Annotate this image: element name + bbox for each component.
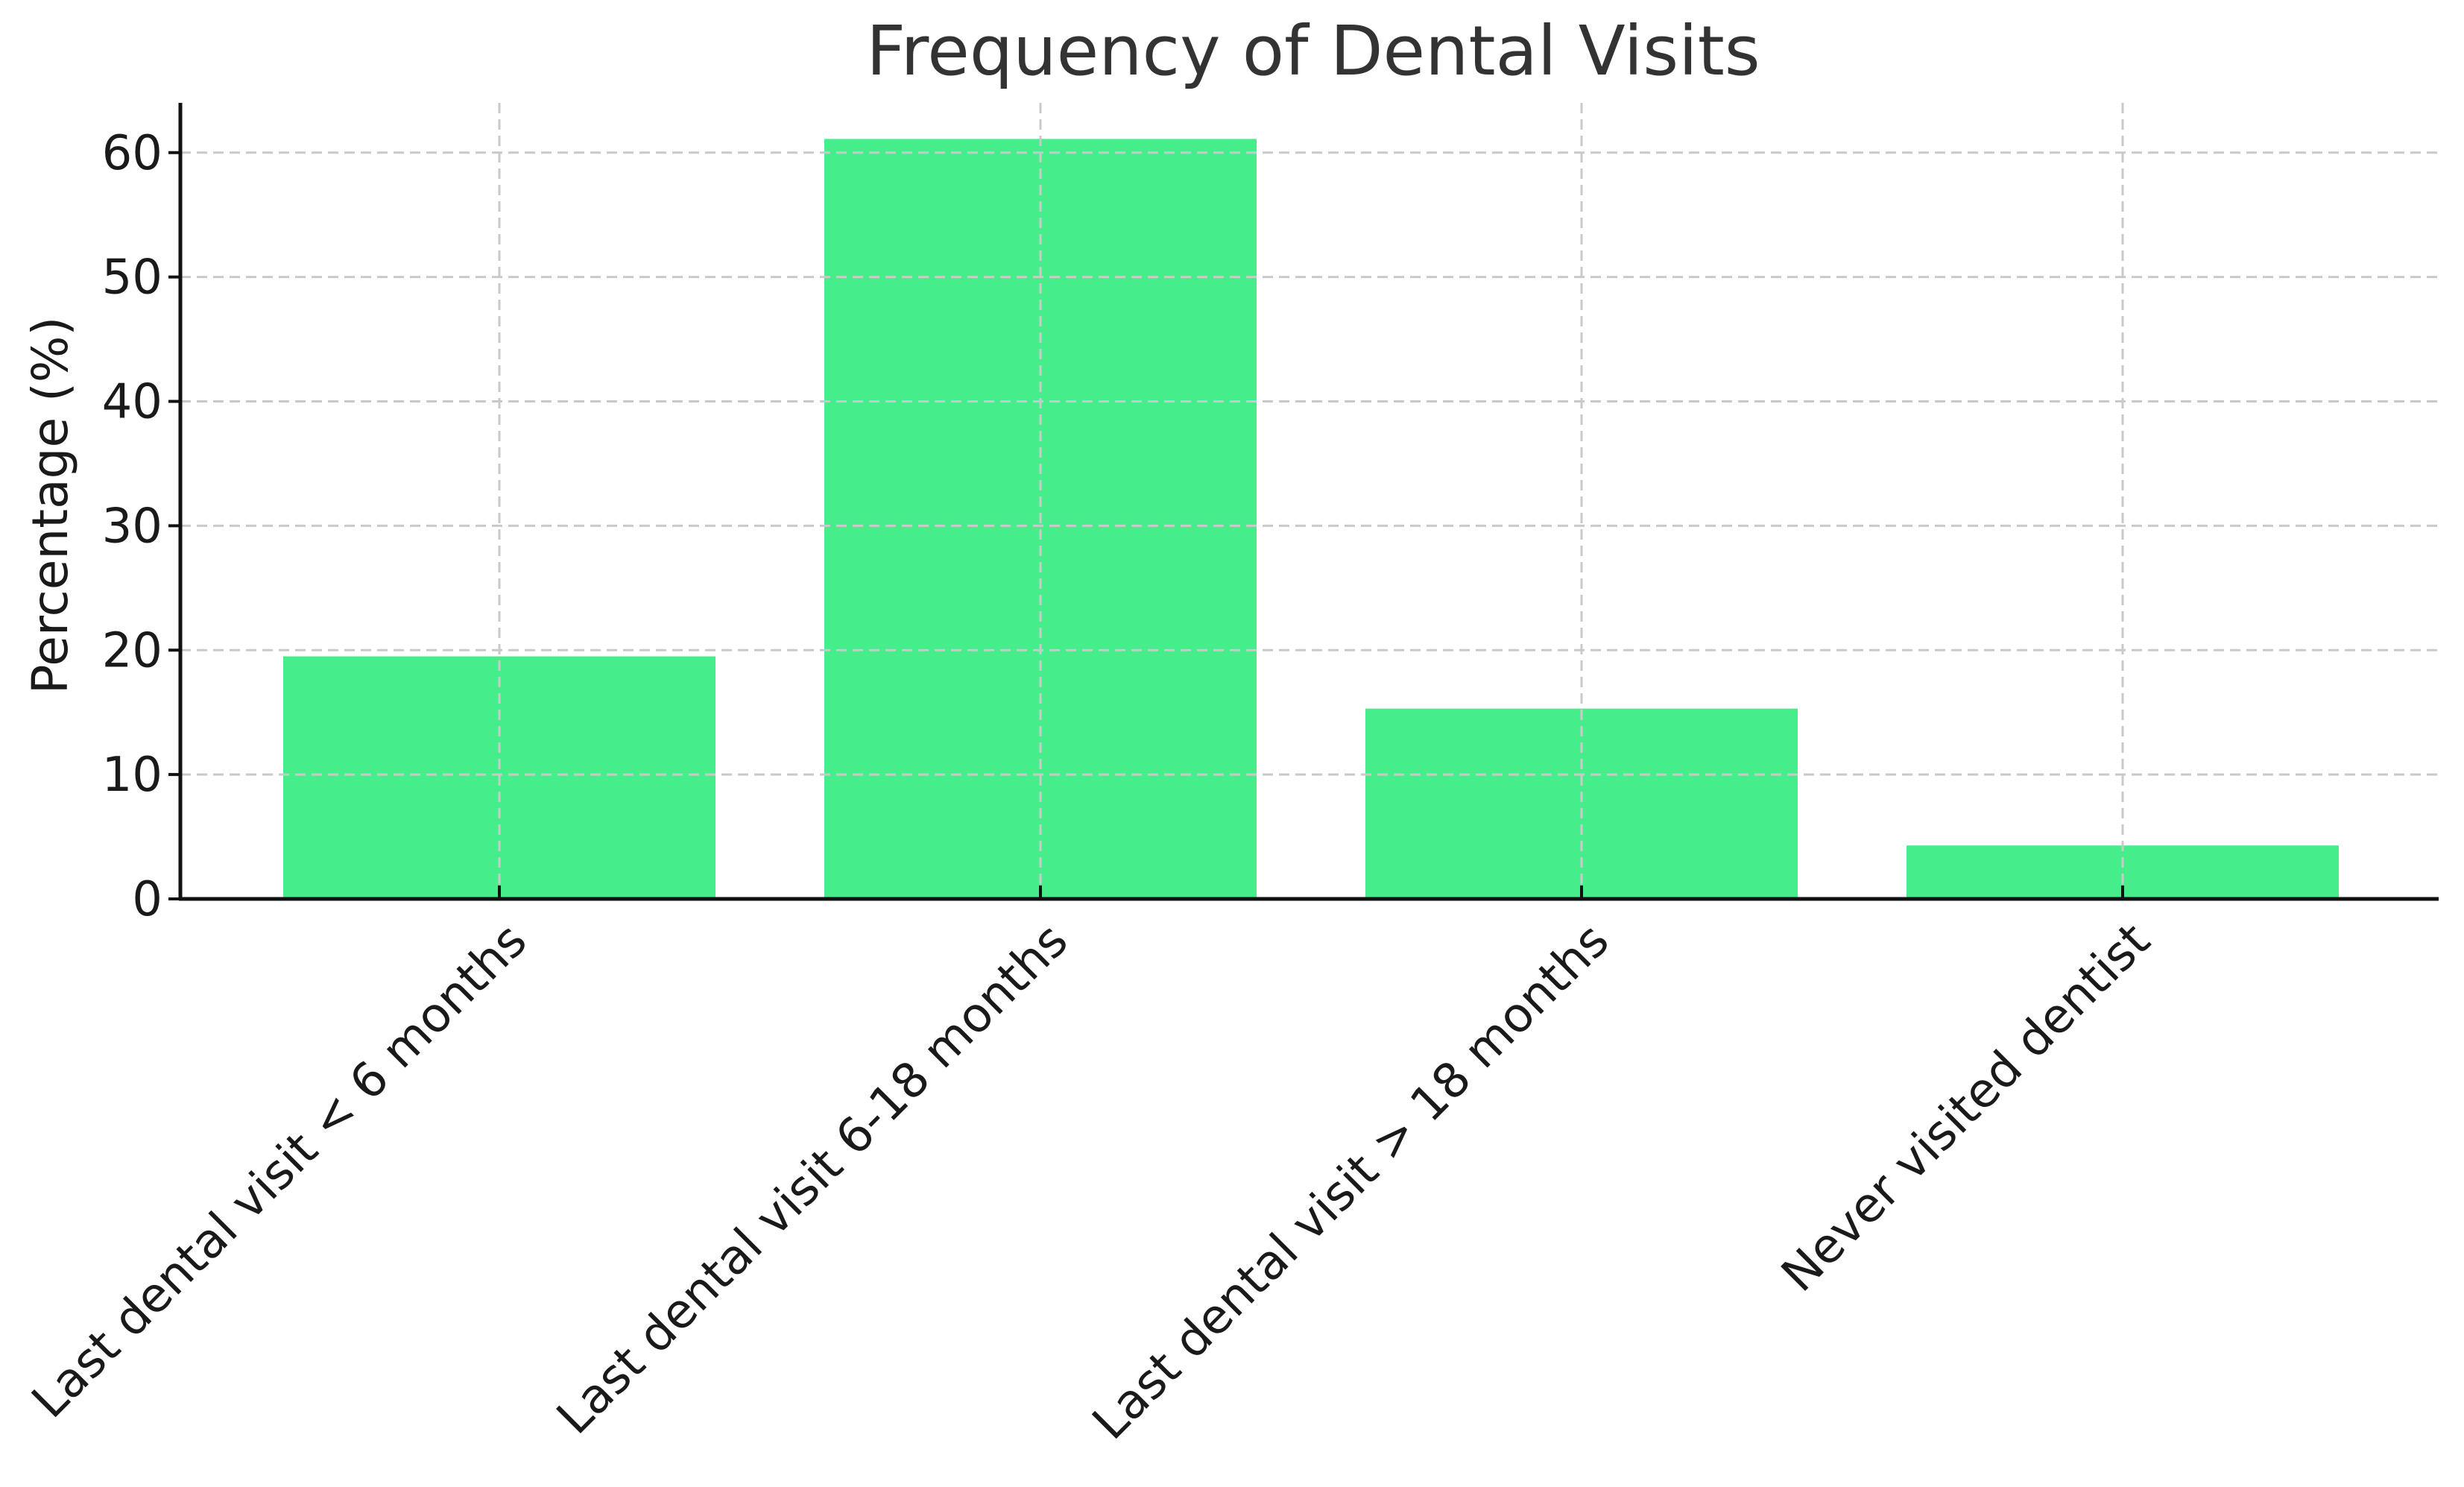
y-tick-label: 50 [102,250,162,306]
axes [178,103,2439,901]
y-tick-label: 30 [102,499,162,554]
x-tick-label: Last dental visit 6-18 months [546,913,1078,1445]
y-tick-label: 40 [102,375,162,430]
y-tick-label: 20 [102,623,162,678]
x-tick-label: Never visited dentist [1772,913,2161,1303]
chart-title: Frequency of Dental Visits [866,11,1760,91]
y-tick-label: 0 [132,872,162,927]
x-tick-label: Last dental visit < 6 months [22,913,537,1429]
x-tick-label: Last dental visit > 18 months [1082,913,1620,1450]
y-axis-label: Percentage (%) [22,317,79,694]
y-tick-label: 10 [102,748,162,803]
y-tick-label: 60 [102,126,162,181]
bar-3 [1365,708,1798,899]
gridlines [180,103,2439,899]
bars [283,139,2339,900]
